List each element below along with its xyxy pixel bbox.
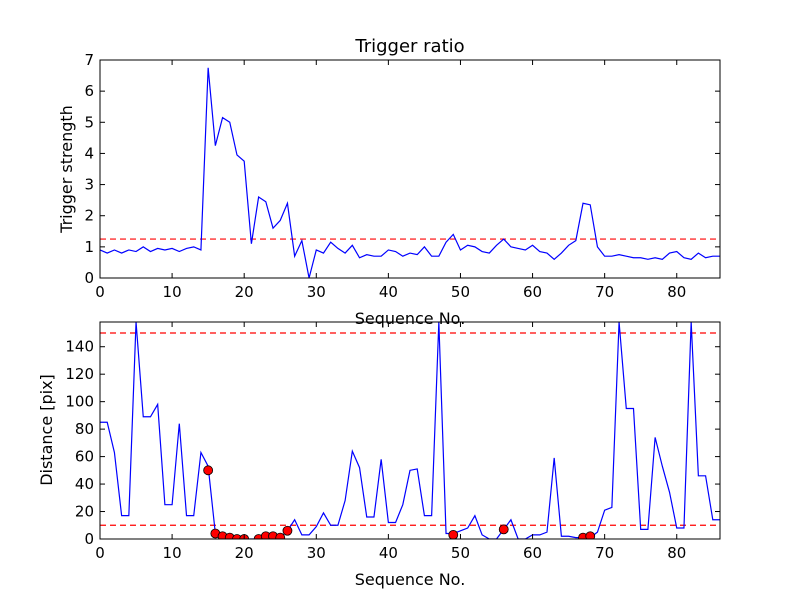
top-x-tick-label: 10 xyxy=(163,283,182,301)
top-x-tick-label: 80 xyxy=(667,283,686,301)
bottom-y-tick-label: 20 xyxy=(75,503,94,521)
top-plot-area xyxy=(99,59,721,279)
bottom-y-axis-label: Distance [pix] xyxy=(37,374,56,486)
top-axes-frame xyxy=(99,59,721,279)
bottom-y-tick-label: 80 xyxy=(75,420,94,438)
bottom-y-tick-label: 140 xyxy=(65,338,94,356)
top-x-tick-label: 50 xyxy=(451,283,470,301)
bottom-x-axis-label: Sequence No. xyxy=(355,570,466,589)
top-y-tick-label: 1 xyxy=(84,238,94,256)
bottom-plot-area xyxy=(100,322,720,539)
top-series-line xyxy=(99,67,720,279)
bottom-marker-point xyxy=(448,529,459,539)
bottom-x-tick-label: 40 xyxy=(379,544,398,562)
bottom-x-tick-label: 80 xyxy=(667,544,686,562)
top-y-ticks: 0 1 2 3 4 5 6 7 xyxy=(84,51,720,287)
top-y-tick-label: 6 xyxy=(84,82,94,100)
bottom-x-tick-label: 60 xyxy=(523,544,542,562)
bottom-series-line xyxy=(100,322,720,539)
top-y-tick-label: 2 xyxy=(84,207,94,225)
bottom-x-tick-label: 10 xyxy=(163,544,182,562)
bottom-y-tick-label: 100 xyxy=(65,393,94,411)
bottom-x-ticks: 0 10 20 30 40 50 60 70 80 xyxy=(95,322,686,562)
top-x-axis-label: Sequence No. xyxy=(355,309,466,328)
bottom-marker-point xyxy=(585,531,596,539)
bottom-x-tick-label: 20 xyxy=(235,544,254,562)
top-x-tick-label: 0 xyxy=(95,283,105,301)
bottom-y-tick-label: 120 xyxy=(65,365,94,383)
bottom-y-tick-label: 40 xyxy=(75,475,94,493)
top-y-tick-label: 0 xyxy=(84,269,94,287)
top-x-ticks: 0 10 20 30 40 50 60 70 80 xyxy=(95,60,686,301)
top-y-tick-label: 3 xyxy=(84,176,94,194)
bottom-marker-layer xyxy=(203,465,596,539)
bottom-x-tick-label: 0 xyxy=(95,544,105,562)
top-y-tick-label: 7 xyxy=(84,51,94,69)
top-chart-title: Trigger ratio xyxy=(354,36,464,57)
bottom-x-tick-label: 50 xyxy=(451,544,470,562)
top-chart: Trigger ratio 0 10 20 30 40 50 60 70 80 0 1 2 3 4 5 6 7… xyxy=(57,36,721,328)
top-x-tick-label: 70 xyxy=(595,283,614,301)
bottom-marker-point xyxy=(275,532,286,539)
bottom-marker-point xyxy=(282,525,293,536)
top-x-tick-label: 40 xyxy=(379,283,398,301)
top-x-tick-label: 30 xyxy=(307,283,326,301)
bottom-y-ticks: 0 20 40 60 80 100 120 140 xyxy=(65,338,720,548)
top-x-tick-label: 60 xyxy=(523,283,542,301)
top-x-tick-label: 20 xyxy=(235,283,254,301)
bottom-marker-point xyxy=(203,465,214,476)
top-y-axis-label: Trigger strength xyxy=(57,105,76,234)
bottom-chart: 0 10 20 30 40 50 60 70 80 0 20 40 60 80 100 120 140 Seq… xyxy=(37,321,721,589)
bottom-marker-point xyxy=(253,534,264,539)
bottom-x-tick-label: 70 xyxy=(595,544,614,562)
bottom-marker-point xyxy=(498,524,509,535)
bottom-y-tick-label: 0 xyxy=(84,530,94,548)
bottom-y-tick-label: 60 xyxy=(75,448,94,466)
bottom-threshold-layer xyxy=(100,332,720,526)
top-y-tick-label: 4 xyxy=(84,144,94,162)
bottom-marker-point xyxy=(232,534,242,539)
bottom-x-tick-label: 30 xyxy=(307,544,326,562)
bottom-axes-frame xyxy=(99,321,721,540)
top-y-tick-label: 5 xyxy=(84,113,94,131)
